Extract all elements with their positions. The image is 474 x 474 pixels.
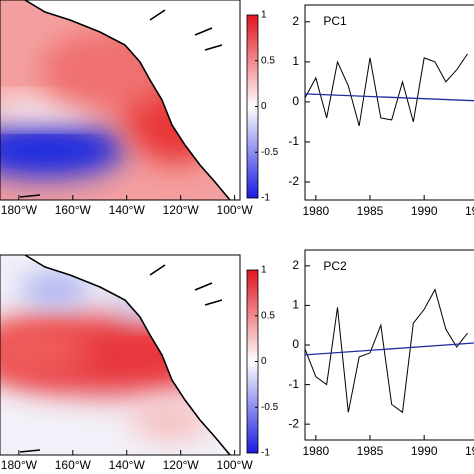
colorbar-tick-label: 0.5	[261, 55, 275, 66]
land	[25, 255, 240, 455]
plot-frame	[304, 4, 474, 201]
y-tick-label: 2	[292, 258, 299, 272]
island	[194, 282, 213, 291]
colorbar-tick-label: -0.5	[261, 147, 279, 158]
field-anomaly	[0, 122, 125, 178]
island	[149, 9, 166, 21]
y-tick-label: 0	[292, 337, 299, 351]
y-tick-label: -1	[288, 377, 299, 391]
x-tick-label: 140°W	[109, 458, 146, 472]
x-tick-label: 1985	[357, 204, 384, 218]
colorbar-tick-label: -1	[261, 448, 270, 459]
map-frame	[0, 0, 241, 201]
colorbar-tick-label: -1	[261, 193, 270, 204]
island	[194, 27, 213, 36]
x-tick-label: 1980	[302, 204, 329, 218]
x-tick-label: 1980	[302, 444, 329, 458]
x-tick-label: 1990	[411, 444, 438, 458]
x-tick-label: 100°W	[217, 203, 254, 217]
y-tick-label: 1	[292, 298, 299, 312]
y-tick-label: -1	[288, 134, 299, 148]
colorbar-tick-label: -0.5	[261, 402, 279, 413]
island	[204, 44, 223, 51]
island	[19, 449, 41, 453]
colorbar-tick-label: 0	[261, 356, 267, 367]
island	[149, 264, 166, 276]
field-anomaly	[0, 320, 90, 380]
field-anomaly	[20, 275, 90, 305]
y-tick-label: 1	[292, 54, 299, 68]
map-frame	[0, 254, 241, 456]
trend-line	[304, 93, 474, 102]
x-tick-label: 1995	[465, 444, 474, 458]
map-field	[0, 0, 240, 200]
x-tick-label: 140°W	[109, 203, 146, 217]
y-tick-label: 2	[292, 14, 299, 28]
panel-title: PC2	[323, 259, 347, 273]
x-tick-label: 1990	[411, 204, 438, 218]
x-tick-label: 1995	[465, 204, 474, 218]
island	[19, 194, 41, 198]
map-field	[0, 255, 240, 455]
colorbar-tick-label: 1	[261, 265, 267, 276]
y-tick-label: -2	[288, 416, 299, 430]
island	[204, 299, 223, 306]
x-tick-label: 180°W	[1, 458, 38, 472]
x-tick-label: 100°W	[217, 458, 254, 472]
pc-line	[304, 288, 468, 414]
colorbar-tick-label: 1	[261, 10, 267, 21]
colorbar-tick-label: 0.5	[261, 310, 275, 321]
panel-title: PC1	[323, 14, 347, 28]
y-tick-label: -2	[288, 174, 299, 188]
coastline	[24, 255, 231, 455]
x-tick-label: 160°W	[55, 458, 92, 472]
trend-line	[304, 342, 474, 356]
x-tick-label: 160°W	[55, 203, 92, 217]
field-anomaly	[130, 400, 210, 440]
y-tick-label: 0	[292, 94, 299, 108]
colorbar-tick-label: 0	[261, 101, 267, 112]
x-tick-label: 180°W	[1, 203, 38, 217]
x-tick-label: 120°W	[163, 203, 200, 217]
x-tick-label: 1985	[357, 444, 384, 458]
coastline	[24, 0, 231, 200]
land	[25, 0, 240, 200]
pc-line	[304, 53, 468, 127]
x-tick-label: 120°W	[163, 458, 200, 472]
